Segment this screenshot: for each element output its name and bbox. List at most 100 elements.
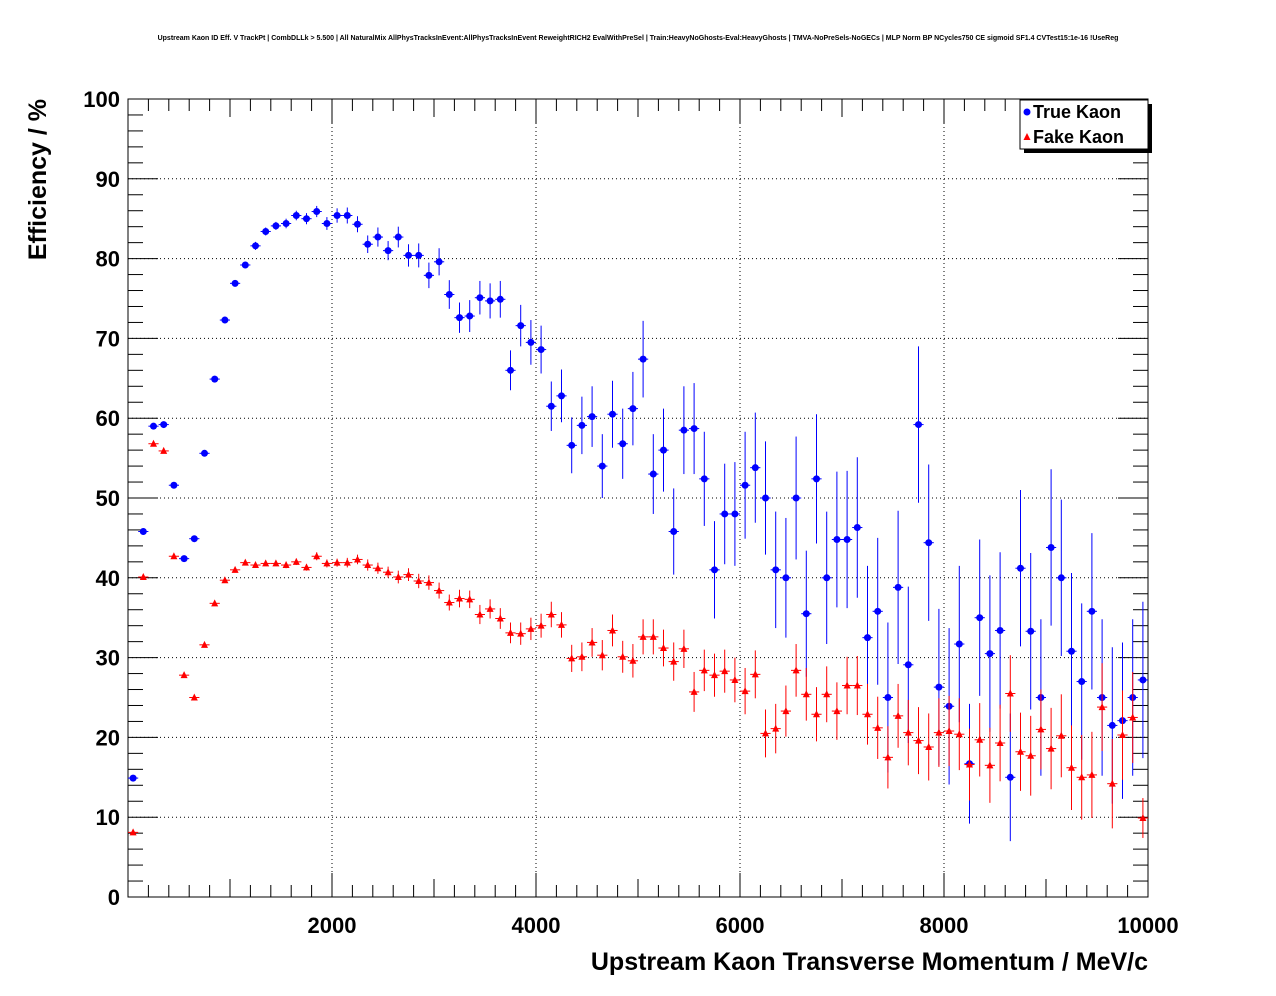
data-point [393, 226, 404, 248]
data-point [362, 235, 373, 254]
data-point [984, 575, 995, 732]
point-marker [649, 632, 657, 640]
data-point [168, 552, 179, 560]
data-point [515, 304, 526, 347]
point-marker [568, 441, 576, 449]
point-marker [476, 610, 484, 618]
legend: True Kaon Fake Kaon [1019, 99, 1152, 153]
data-point [556, 612, 567, 638]
point-marker [904, 661, 912, 669]
data-point [281, 218, 292, 229]
point-marker [711, 566, 718, 574]
data-point [566, 417, 577, 474]
y-tick-label: 80 [96, 247, 120, 272]
point-marker [680, 426, 688, 434]
point-marker [1139, 813, 1147, 821]
point-marker [792, 666, 800, 674]
point-marker [629, 405, 637, 413]
point-marker [129, 774, 137, 782]
point-marker [843, 681, 851, 689]
point-marker [823, 690, 831, 698]
data-point [148, 439, 159, 447]
data-point [464, 300, 475, 333]
point-marker [282, 219, 290, 227]
point-marker [282, 561, 290, 569]
point-marker [517, 322, 525, 330]
y-tick-label: 0 [108, 885, 120, 910]
point-marker [823, 574, 831, 582]
point-marker [935, 728, 943, 736]
point-marker [996, 626, 1004, 634]
data-point [342, 557, 353, 568]
point-marker [772, 724, 780, 732]
data-point [780, 517, 791, 638]
data-point [668, 642, 679, 681]
y-tick-label: 100 [83, 87, 120, 112]
data-point [311, 205, 322, 218]
data-point [311, 552, 322, 561]
data-point [893, 683, 904, 748]
point-marker [170, 481, 178, 489]
point-marker [751, 464, 759, 472]
point-marker [435, 586, 443, 594]
point-marker [486, 297, 494, 305]
data-point [199, 449, 210, 457]
data-point [291, 557, 302, 566]
data-point [1056, 499, 1067, 657]
data-point [199, 640, 210, 648]
data-point [393, 570, 404, 584]
point-marker [445, 598, 453, 606]
point-marker [762, 729, 769, 737]
point-marker [1037, 725, 1045, 733]
data-point [485, 283, 496, 319]
data-point [230, 279, 241, 287]
data-point [658, 629, 669, 667]
data-point [352, 216, 363, 233]
y-tick-label: 30 [96, 646, 120, 671]
point-marker [333, 558, 341, 566]
data-point [831, 471, 842, 608]
legend-entries: True Kaon Fake Kaon [1023, 102, 1124, 147]
data-point [617, 408, 628, 479]
point-marker [700, 666, 708, 674]
y-tick-label: 70 [96, 326, 120, 351]
data-point [872, 537, 883, 685]
data-point [485, 599, 496, 619]
point-marker [1017, 564, 1024, 572]
point-marker [476, 294, 484, 302]
data-point [678, 629, 689, 668]
point-marker [1027, 751, 1035, 759]
data-point [1046, 469, 1057, 626]
point-marker [874, 723, 882, 731]
data-point [811, 414, 822, 544]
point-marker [507, 628, 514, 636]
x-tick-label: 10000 [1117, 913, 1178, 938]
point-marker [792, 494, 800, 502]
data-point [505, 622, 516, 644]
point-marker [211, 599, 219, 607]
y-tick-label: 90 [96, 167, 120, 192]
point-marker [813, 475, 820, 483]
data-point [627, 371, 638, 446]
point-marker [649, 470, 657, 478]
point-marker [354, 220, 361, 228]
point-marker [435, 258, 443, 266]
data-point [1086, 731, 1097, 818]
point-marker [221, 316, 229, 324]
point-marker [884, 753, 892, 761]
data-point [454, 302, 465, 333]
data-point [1107, 738, 1118, 829]
data-point [1015, 712, 1026, 791]
data-point [128, 774, 139, 782]
point-marker [364, 240, 372, 248]
data-point [597, 640, 608, 671]
data-point [240, 558, 251, 566]
data-point [158, 421, 169, 429]
legend-entry: True Kaon [1023, 102, 1121, 122]
point-marker [292, 557, 300, 565]
data-point [699, 431, 710, 526]
point-marker [354, 555, 361, 563]
point-marker [139, 573, 147, 581]
y-axis-title: Efficiency / % [24, 99, 52, 260]
point-marker [456, 594, 463, 602]
